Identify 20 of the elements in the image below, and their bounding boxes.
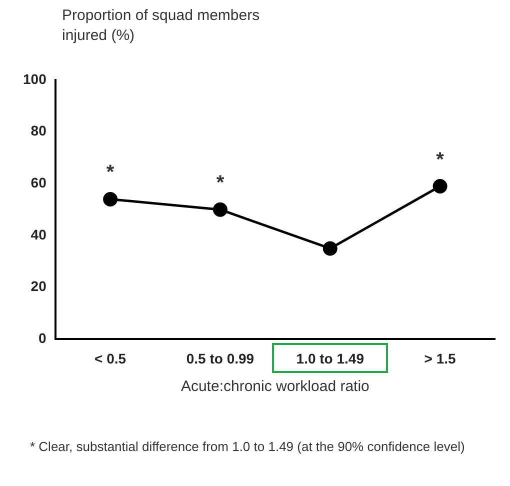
point bbox=[103, 192, 118, 206]
point bbox=[432, 179, 448, 194]
text: * Clear, substantial difference from 1.0 to 1.49 (at the 90% confidence level) bbox=[30, 438, 466, 456]
y-tick-label: 100 bbox=[23, 70, 47, 87]
y-tick-label: 80 bbox=[30, 122, 47, 139]
x-axis-title: Acute:chronic workload ratio bbox=[180, 378, 370, 396]
y-tick-label: 20 bbox=[30, 278, 47, 294]
y-tick-label: 60 bbox=[30, 174, 47, 191]
annotation: * bbox=[216, 172, 224, 194]
x-tick-label: 0.5 to 0.99 bbox=[186, 350, 254, 366]
x-tick-label: < 0.5 bbox=[94, 350, 126, 366]
x-tick-label: 1.0 to 1.49 bbox=[296, 350, 364, 366]
annotation: * bbox=[436, 148, 444, 171]
y-axis-title: Proportion of squad members injured (%) bbox=[62, 6, 261, 46]
y-tick-label: 0 bbox=[38, 330, 47, 346]
point bbox=[322, 241, 338, 256]
y-tick-label: 40 bbox=[30, 226, 47, 242]
point bbox=[212, 202, 228, 217]
annotation: * bbox=[106, 162, 114, 184]
x-tick-label: > 1.5 bbox=[424, 350, 456, 366]
